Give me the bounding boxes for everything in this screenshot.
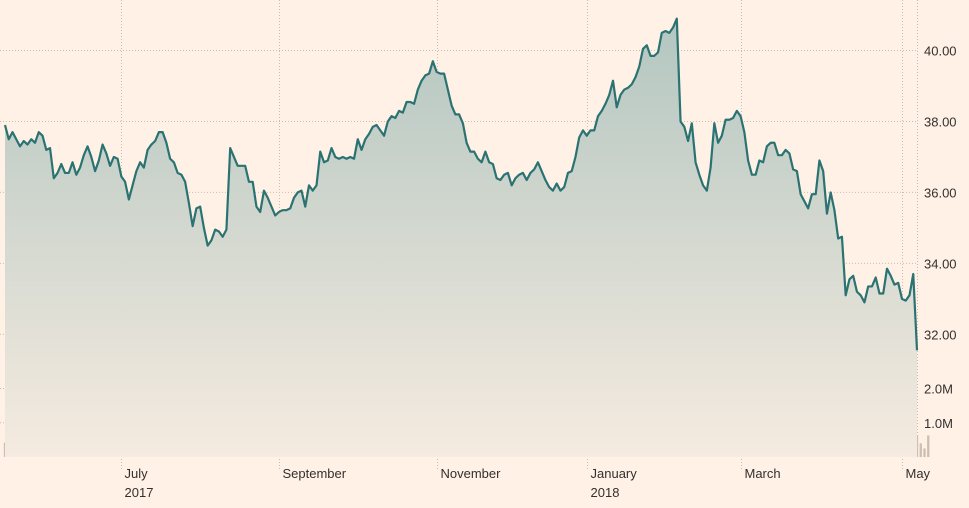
price-tick-label: 32.00 — [924, 327, 957, 342]
price-tick-label: 40.00 — [924, 44, 957, 59]
volume-tick-label: 1.0M — [924, 416, 953, 431]
x-tick-label: May — [906, 466, 931, 481]
x-tick-label: November — [441, 466, 502, 481]
volume-tick-label: 2.0M — [924, 382, 953, 397]
volume-bar — [923, 448, 926, 457]
x-tick-year-label: 2018 — [591, 485, 620, 500]
axis-labels: 32.00 34.00 36.00 38.00 40.00 1.0M 2.0M July 201… — [125, 44, 957, 500]
x-tick-label: March — [745, 466, 781, 481]
price-tick-label: 36.00 — [924, 185, 957, 200]
volume-bar — [927, 435, 930, 457]
price-tick-label: 38.00 — [924, 114, 957, 129]
price-area-fill — [5, 18, 917, 457]
volume-bar — [919, 443, 922, 457]
price-tick-label: 34.00 — [924, 256, 957, 271]
price-line — [3, 17, 919, 351]
x-tick-label: July — [125, 466, 149, 481]
x-tick-year-label: 2017 — [125, 485, 154, 500]
x-tick-label: September — [283, 466, 347, 481]
x-tick-label: January — [591, 466, 638, 481]
